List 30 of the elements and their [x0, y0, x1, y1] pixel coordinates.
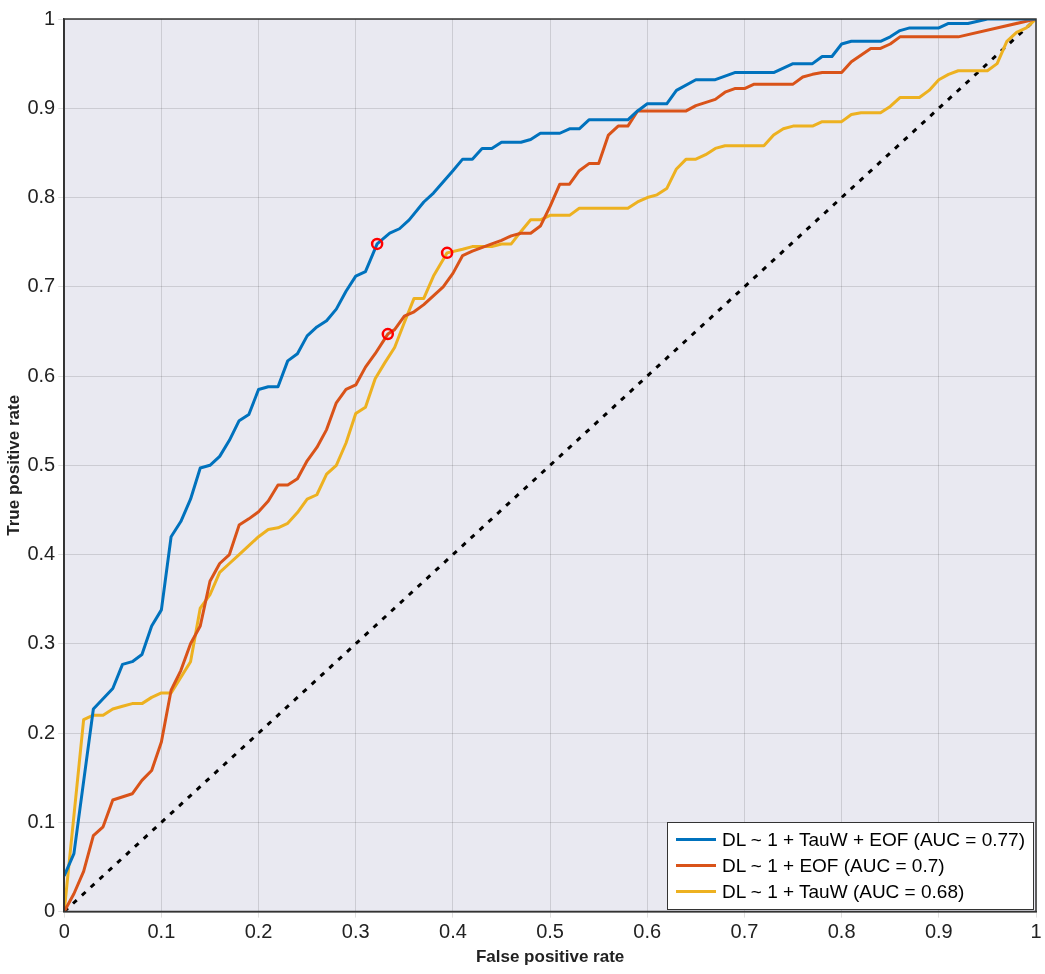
x-tick-label: 0.2	[244, 920, 273, 943]
y-tick-label: 0	[44, 899, 56, 922]
y-tick-label: 0.6	[27, 363, 56, 386]
y-tick-label: 0.5	[27, 452, 56, 475]
y-tick-label: 0.3	[27, 631, 56, 654]
y-tick-label: 0.1	[27, 809, 56, 832]
legend-label: DL ~ 1 + EOF (AUC = 0.7)	[721, 853, 945, 878]
x-tick-label: 1	[1030, 920, 1042, 943]
y-axis-title: True positive rate	[3, 394, 23, 536]
x-tick-label: 0.6	[633, 920, 662, 943]
legend-label: DL ~ 1 + TauW (AUC = 0.68)	[721, 879, 965, 904]
x-tick-label: 0.5	[536, 920, 565, 943]
y-tick-label: 0.9	[27, 95, 56, 118]
point	[381, 327, 395, 341]
x-tick-label: 0.7	[730, 920, 759, 943]
y-tick-label: 0.2	[27, 720, 56, 743]
point	[440, 246, 454, 260]
x-tick-label: 0	[58, 920, 70, 943]
legend-label: DL ~ 1 + TauW + EOF (AUC = 0.77)	[721, 827, 1025, 852]
y-tick-label: 0.4	[27, 542, 56, 565]
point	[370, 237, 384, 251]
y-tick-label: 1	[44, 6, 56, 29]
y-tick-label: 0.8	[27, 185, 56, 208]
x-tick-label: 0.3	[341, 920, 370, 943]
x-axis-title: False positive rate	[475, 947, 625, 967]
y-tick-label: 0.7	[27, 274, 56, 297]
x-tick-label: 0.8	[827, 920, 856, 943]
x-tick-label: 0.9	[924, 920, 953, 943]
x-tick-label: 0.1	[147, 920, 176, 943]
x-tick-label: 0.4	[439, 920, 467, 943]
